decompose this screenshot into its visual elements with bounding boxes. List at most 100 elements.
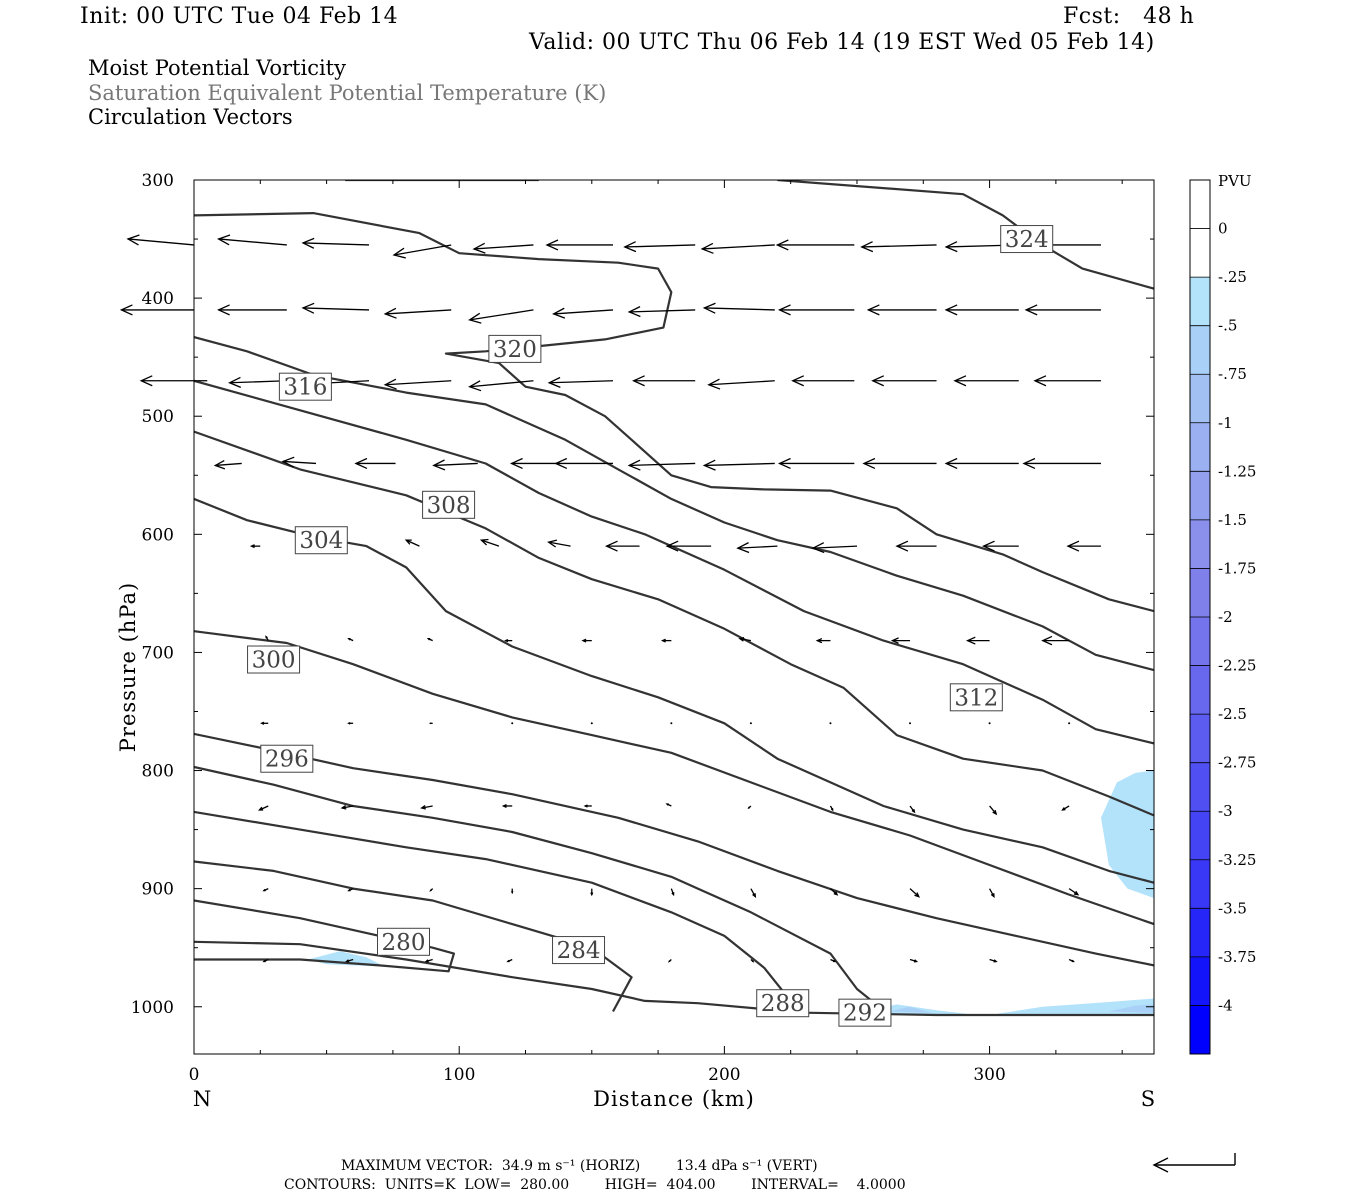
colorbar-swatch-6 <box>1190 471 1210 521</box>
colorbar-label-9: -2.25 <box>1218 657 1256 675</box>
contour-label-296: 296 <box>265 747 309 773</box>
y-tick-700: 700 <box>142 643 174 663</box>
vector-2-6 <box>632 375 696 387</box>
contour-label-box-4 <box>949 683 1003 712</box>
vector-3-5 <box>554 457 614 470</box>
field-thetae-title: Saturation Equivalent Potential Temperat… <box>88 81 607 105</box>
vector-9-1 <box>345 958 354 963</box>
vector-0-7 <box>700 242 775 254</box>
vector-0-3 <box>392 244 452 259</box>
vector-2-7 <box>707 378 775 390</box>
colorbar-label-12: -3 <box>1218 802 1233 820</box>
circulation-vector-layer <box>119 234 1101 963</box>
vector-8-9 <box>989 888 995 899</box>
contour-label-box-2 <box>488 334 542 363</box>
vector-0-9 <box>860 241 937 253</box>
colorbar: PVU 0 -.25 -.5 -.75 -1 -1.25 -1.5 -1.75 -2 -2.25 -2… <box>1189 172 1256 1055</box>
y-tick-900: 900 <box>142 880 174 900</box>
vector-4-7 <box>811 542 858 554</box>
vector-9-0 <box>262 958 269 963</box>
vector-8-2 <box>429 888 434 892</box>
vector-6-10 <box>1068 722 1071 725</box>
y-tick-1000: 1000 <box>131 998 174 1018</box>
vector-2-0 <box>139 375 208 387</box>
vector-3-7 <box>702 459 775 471</box>
contour-label-box-7 <box>247 645 301 674</box>
vector-2-3 <box>383 378 452 390</box>
contour-308-5 <box>194 430 1154 817</box>
contour-284-11 <box>194 860 633 1013</box>
vector-6-1 <box>347 722 354 725</box>
vector-6-2 <box>428 722 433 725</box>
colorbar-swatch-3 <box>1190 325 1210 375</box>
vector-3-0 <box>213 460 242 470</box>
vector-7-2 <box>420 805 433 810</box>
vector-5-7 <box>815 637 831 644</box>
vector-7-10 <box>1061 805 1070 811</box>
y-tick-500: 500 <box>142 407 174 427</box>
mpv-shade-3 <box>989 998 1154 1015</box>
vector-0-0 <box>126 234 195 246</box>
contour-label-312: 312 <box>954 685 998 711</box>
plot-frame <box>193 179 1155 1055</box>
vector-7-7 <box>829 805 834 812</box>
colorbar-label-5: -1.25 <box>1218 462 1256 480</box>
contour-label-316: 316 <box>283 375 327 401</box>
vector-5-10 <box>1041 635 1070 646</box>
colorbar-swatch-8 <box>1190 568 1210 618</box>
vector-0-5 <box>545 239 614 251</box>
x-axis-label: Distance (km) <box>593 1087 755 1111</box>
contour-label-box-6 <box>294 526 348 555</box>
vector-7-8 <box>909 805 916 814</box>
y-tick-300: 300 <box>142 171 174 191</box>
vector-2-9 <box>871 375 937 387</box>
vector-4-9 <box>981 540 1019 552</box>
colorbar-swatch-12 <box>1190 762 1210 812</box>
vector-5-1 <box>347 637 354 642</box>
vector-8-10 <box>1068 888 1080 896</box>
vector-9-8 <box>909 958 919 963</box>
vector-2-10 <box>953 375 1019 387</box>
vector-1-4 <box>468 309 534 324</box>
x-tick-200: 200 <box>708 1065 740 1085</box>
vector-9-7 <box>830 958 837 963</box>
vector-4-0 <box>249 544 261 549</box>
contour-label-box-10 <box>756 989 810 1018</box>
vector-7-5 <box>665 803 672 807</box>
colorbar-swatch-0 <box>1190 180 1210 230</box>
vector-4-1 <box>404 539 420 547</box>
vector-9-2 <box>424 958 433 963</box>
contour-label-box-11 <box>552 936 606 965</box>
mpv-shade-0 <box>1101 770 1154 899</box>
contour-316-3 <box>194 336 1154 672</box>
contour-label-box-12 <box>377 927 431 956</box>
vector-6-7 <box>829 722 832 725</box>
colorbar-swatch-7 <box>1190 519 1210 569</box>
vector-9-3 <box>506 958 513 963</box>
vector-1-2 <box>301 302 370 314</box>
colorbar-label-8: -2 <box>1218 608 1233 626</box>
vector-3-3 <box>432 459 478 471</box>
vector-4-6 <box>736 542 778 554</box>
colorbar-label-10: -2.5 <box>1218 705 1247 723</box>
contour-312-4 <box>194 379 1154 745</box>
colorbar-label-15: -3.75 <box>1218 948 1256 966</box>
init-time: Init: 00 UTC Tue 04 Feb 14 <box>80 4 399 29</box>
max-vector-text: MAXIMUM VECTOR: 34.9 m s⁻¹ (HORIZ) 13.4 … <box>341 1158 818 1174</box>
vector-1-10 <box>944 304 1019 316</box>
vector-1-9 <box>866 304 937 316</box>
colorbar-swatch-11 <box>1190 714 1210 764</box>
y-axis-label: Pressure (hPa) <box>116 582 140 752</box>
vector-0-6 <box>623 241 696 253</box>
colorbar-swatch-14 <box>1190 859 1210 909</box>
vector-2-4 <box>468 380 534 392</box>
x-end-right-label: S <box>1141 1087 1155 1111</box>
vector-1-8 <box>777 304 855 316</box>
theta-contour-layer <box>194 180 1154 1017</box>
contour-label-box-3 <box>278 372 332 401</box>
vector-8-1 <box>347 888 354 892</box>
contour-label-308: 308 <box>427 493 471 519</box>
vector-7-6 <box>747 805 752 810</box>
vector-1-6 <box>627 306 696 318</box>
colorbar-swatch-5 <box>1190 422 1210 472</box>
